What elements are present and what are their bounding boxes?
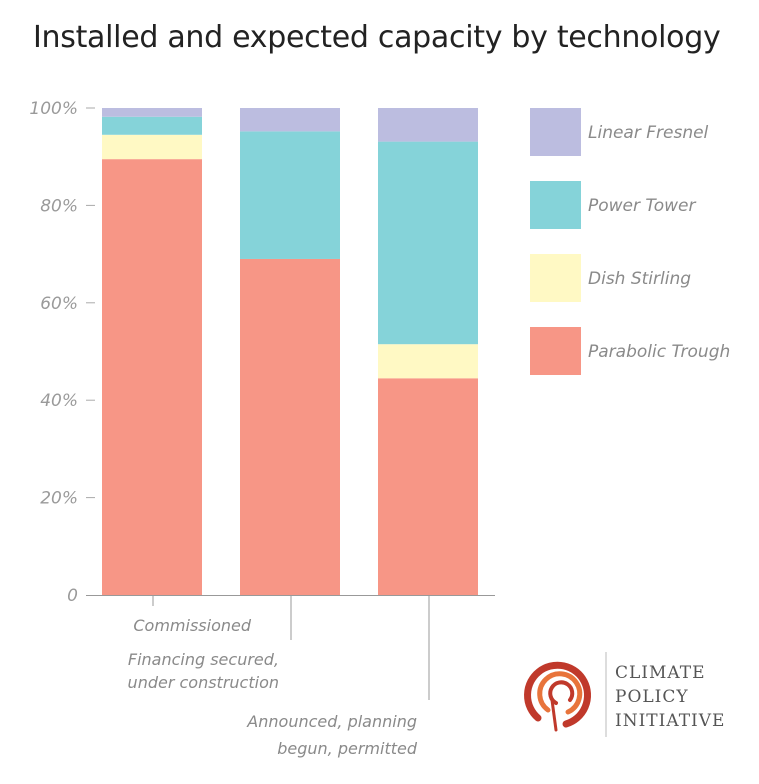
legend-item-parabolic-trough: Parabolic Trough: [530, 327, 730, 375]
bar-segment-power-tower: [378, 141, 478, 345]
bar-segment-power-tower: [240, 131, 340, 259]
x-category-label: Commissioned: [133, 616, 251, 635]
legend-swatch: [530, 108, 581, 156]
y-tick-label: 80%: [40, 196, 78, 216]
x-category-label: Announced, planning: [246, 712, 417, 731]
bar-segment-linear-fresnel: [378, 108, 478, 142]
x-category-label: begun, permitted: [277, 739, 418, 758]
legend-item-power-tower: Power Tower: [530, 181, 696, 229]
bar-segment-dish-stirling: [102, 134, 202, 160]
legend-label: Dish Stirling: [588, 269, 691, 289]
legend-swatch: [530, 181, 581, 229]
y-tick-label: 40%: [40, 391, 78, 411]
legend-swatch: [530, 327, 581, 375]
bar-segment-linear-fresnel: [240, 108, 340, 132]
bar-segment-power-tower: [102, 116, 202, 135]
x-category-label: Financing secured,: [128, 650, 279, 669]
legend-label: Parabolic Trough: [588, 342, 730, 362]
y-tick-label: 100%: [29, 99, 78, 119]
legend-swatch: [530, 254, 581, 302]
y-axis: 0 20% 40% 60% 80% 100%: [29, 99, 95, 606]
y-tick-label: 20%: [40, 489, 78, 509]
bar-segment-dish-stirling: [378, 344, 478, 379]
logo-text-line: INITIATIVE: [615, 711, 725, 731]
legend-label: Power Tower: [588, 196, 696, 216]
legend: Linear Fresnel Power Tower Dish Stirling Pa…: [530, 108, 730, 375]
logo-text-line: POLICY: [615, 687, 689, 707]
y-tick-label: 0: [67, 586, 78, 606]
legend-label: Linear Fresnel: [588, 123, 709, 143]
logo-icon: [524, 661, 591, 732]
bar-segment-parabolic-trough: [378, 378, 478, 595]
x-category-label: under construction: [128, 673, 279, 692]
chart-title: Installed and expected capacity by techn…: [33, 20, 721, 55]
bars: [102, 108, 478, 595]
bar-segment-parabolic-trough: [102, 159, 202, 595]
legend-item-dish-stirling: Dish Stirling: [530, 254, 691, 302]
logo-text-line: CLIMATE: [615, 663, 706, 683]
legend-item-linear-fresnel: Linear Fresnel: [530, 108, 709, 156]
x-axis: Commissioned Financing secured, under cons…: [86, 595, 495, 758]
bar-segment-linear-fresnel: [102, 108, 202, 117]
bar-segment-parabolic-trough: [240, 258, 340, 595]
climate-policy-initiative-logo: CLIMATE POLICY INITIATIVE: [524, 652, 725, 737]
y-tick-label: 60%: [40, 294, 78, 314]
